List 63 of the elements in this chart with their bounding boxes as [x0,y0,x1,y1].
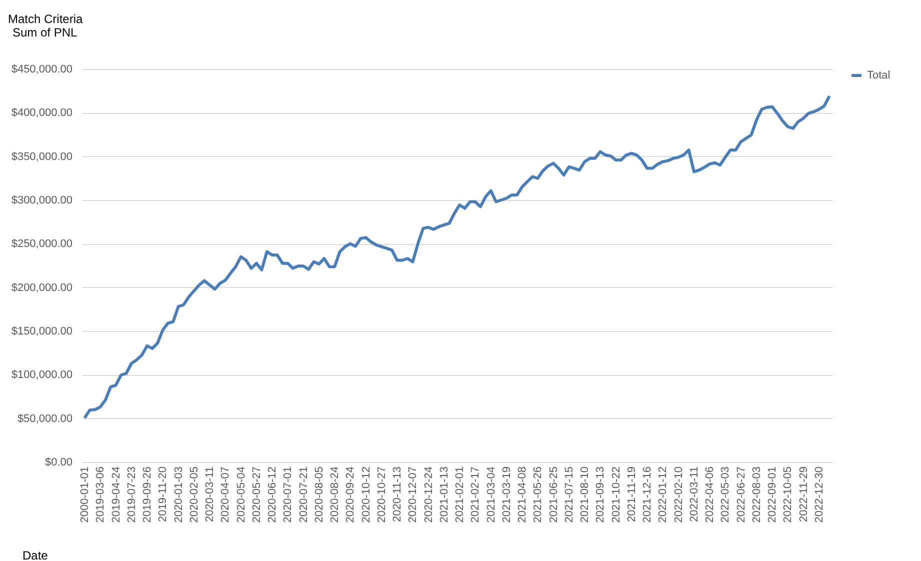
y-tick-label: $450,000.00 [11,64,72,76]
x-tick-label: 2020-12-07 [407,466,420,523]
x-tick-label: 2021-07-15 [563,466,576,523]
y-axis-title: Sum of PNL [12,26,78,40]
x-tick-label: 2020-05-27 [250,466,263,523]
x-tick-label: 2022-02-10 [672,466,685,523]
x-tick-label: 2022-12-30 [813,466,826,523]
x-tick-label: 2021-03-04 [485,466,498,523]
x-tick-label: 2020-05-04 [235,466,248,523]
x-tick-label: 2019-04-24 [110,466,122,523]
y-tick-label: $0.00 [44,456,72,468]
x-tick-label: 2020-02-05 [188,466,200,523]
x-tick-label: 2020-03-11 [204,466,216,522]
legend-label: Total [867,70,890,82]
x-tick-label: 2022-01-12 [657,466,670,523]
x-tick-label: 2022-11-29 [798,466,810,522]
x-tick-label: 2020-09-24 [344,466,357,523]
x-tick-label: 2021-06-25 [548,466,560,523]
x-tick-label: 2020-08-24 [329,466,342,523]
x-tick-label: 2021-05-26 [532,466,544,523]
y-tick-label: $350,000.00 [11,150,72,163]
x-tick-label: 2020-06-12 [266,466,279,523]
x-tick-label: 2019-09-26 [142,466,154,523]
x-tick-label: 2000-01-01 [79,466,92,523]
x-tick-label: 2021-09-13 [594,466,607,523]
x-tick-label: 2019-07-23 [126,466,138,523]
y-tick-label: $150,000.00 [11,326,72,338]
x-tick-label: 2020-10-27 [376,466,388,523]
x-tick-label: 2020-10-12 [360,466,372,523]
x-tick-label: 2022-03-11 [688,466,700,522]
text: Match Criteria [8,12,84,26]
x-axis-title: Date [22,548,48,561]
x-tick-label: 2021-11-19 [626,466,638,522]
x-tick-label: 2021-10-22 [610,466,622,523]
x-tick-label: 2022-10-05 [782,466,794,523]
x-tick-label: 2021-12-16 [642,466,654,523]
y-tick-label: $100,000.00 [11,369,72,382]
x-tick-label: 2022-09-01 [766,466,779,523]
x-tick-label: 2021-04-08 [516,466,529,523]
x-tick-label: 2020-01-03 [172,466,185,523]
x-tick-label: 2020-11-13 [392,466,404,522]
line-series [83,94,831,420]
x-tick-label: 2021-02-17 [470,466,482,523]
x-tick-label: 2021-01-13 [438,466,450,523]
x-tick-label: 2021-02-01 [454,466,466,523]
x-tick-label: 2021-03-19 [500,466,513,523]
x-tick-label: 2022-06-27 [735,466,748,523]
y-tick-label: $300,000.00 [11,194,72,206]
x-tick-label: 2019-11-20 [157,466,170,522]
x-tick-label: 2022-08-03 [750,466,763,523]
x-tick-label: 2020-07-21 [298,466,310,523]
x-tick-label: 2020-08-05 [313,466,326,523]
y-tick-label: $200,000.00 [11,282,72,294]
x-tick-label: 2020-04-07 [220,466,232,523]
x-tick-label: 2021-08-10 [579,466,592,523]
x-tick-label: 2020-07-01 [282,466,294,523]
x-tick-label: 2022-05-03 [720,466,732,523]
x-tick-label: 2020-12-24 [422,466,435,523]
y-tick-label: $250,000.00 [11,238,72,250]
x-tick-label: 2022-04-06 [704,466,716,523]
y-tick-label: $400,000.00 [11,107,72,120]
x-tick-label: 2019-03-06 [94,466,107,523]
y-tick-label: $50,000.00 [17,412,72,425]
